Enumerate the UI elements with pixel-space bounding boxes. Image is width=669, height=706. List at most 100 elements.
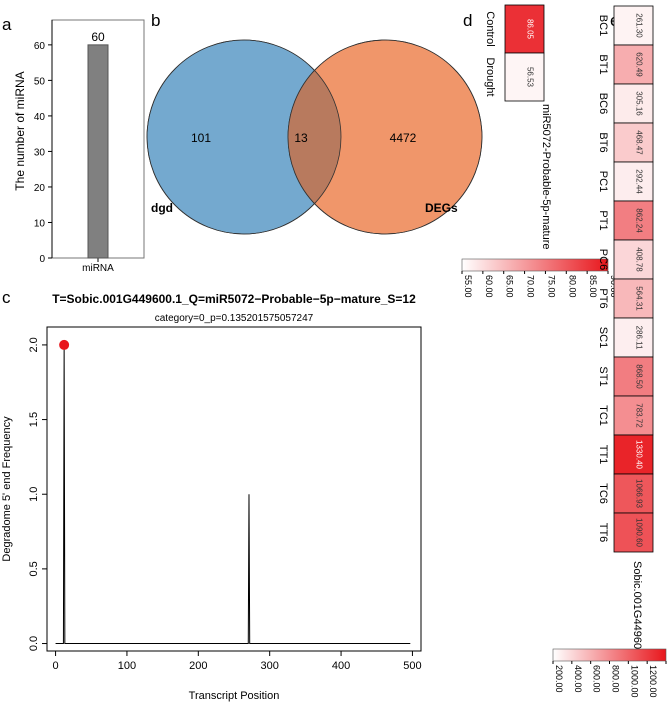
bar-y-tick-label: 20 (34, 183, 46, 194)
heatmap-cell-value: 783.72 (635, 403, 644, 428)
degradome-subtitle: category=0_p=0.135201575057247 (155, 313, 314, 324)
degradome-y-tick-label: 0.0 (28, 636, 40, 651)
heatmap-row-label: BC6 (597, 93, 609, 114)
heatmap-row-label: PC6 (597, 249, 609, 270)
heatmap-cell (504, 4, 545, 54)
bar-category-label: miRNA (82, 263, 114, 274)
heatmap-cell (613, 5, 654, 46)
degradome-plot: T=Sobic.001G449600.1_Q=miR5072−Probable−… (1, 292, 422, 702)
heatmap-cell-value: 56.53 (526, 67, 535, 88)
colorbar-tick-label: 1400.00 (667, 665, 669, 698)
heatmap-row-label: BT6 (597, 132, 609, 152)
degradome-frequency-line (55, 344, 411, 645)
heatmap-row-label: BC1 (597, 15, 609, 36)
bar-data-label: 60 (91, 30, 105, 44)
heatmap-cell-value: 862.24 (635, 208, 644, 233)
heatmap-row-label: TC6 (597, 483, 609, 504)
heatmap-row-label: TC1 (597, 405, 609, 426)
heatmap-row-label: Control (484, 11, 496, 46)
degradome-x-tick-label: 300 (261, 660, 279, 672)
heatmap-cell-value: 408.78 (635, 247, 644, 272)
panel-label-c: c (2, 288, 11, 307)
colorbar-tick-label: 70.00 (526, 275, 536, 298)
colorbar-tick-label: 800.00 (611, 665, 621, 693)
colorbar-tick-label: 1000.00 (629, 665, 639, 698)
bar-mirna (87, 44, 109, 259)
heatmap-cell (613, 200, 654, 241)
degradome-y-tick-label: 2.0 (28, 337, 40, 352)
bar-y-tick-label: 60 (34, 41, 46, 52)
heatmap-row-label: TT6 (597, 523, 609, 543)
degradome-title: T=Sobic.001G449600.1_Q=miR5072−Probable−… (52, 292, 416, 306)
heatmap-row-label: ST1 (597, 366, 609, 386)
heatmap-cell (613, 83, 654, 124)
heatmap-row-label: Drought (484, 57, 496, 96)
degradome-x-axis-label: Transcript Position (189, 690, 280, 702)
bar-y-tick-label: 50 (34, 76, 46, 87)
heatmap-row-label: PT1 (597, 210, 609, 230)
bar-y-tick-label: 40 (34, 112, 46, 123)
panel-label-b: b (151, 11, 160, 30)
heatmap-cell (613, 239, 654, 280)
degradome-x-tick-label: 400 (332, 660, 350, 672)
heatmap-cell-value: 1330.40 (635, 440, 644, 469)
heatmap-cell-value: 292.44 (635, 169, 644, 194)
heatmap-d: 86.05 Control 56.53 Drought miR5072-Probabl… (461, 4, 619, 298)
heatmap-cell-value: 564.31 (635, 286, 644, 311)
bar-y-tick-label: 30 (34, 147, 46, 158)
colorbar-tick-label: 200.00 (554, 665, 564, 693)
colorbar-tick-label: 65.00 (505, 275, 515, 298)
heatmap-cell (613, 122, 654, 163)
heatmap-cell (504, 52, 545, 102)
degradome-x-tick-label: 100 (118, 660, 136, 672)
degradome-plot-frame (46, 326, 422, 652)
heatmap-row-label: BT1 (597, 54, 609, 74)
heatmap-cell (613, 278, 654, 319)
heatmap-e: 261.30 BC1 620.49 BT1 305.16 BC6 468.47 BT6 292.… (552, 5, 669, 698)
colorbar-tick-label: 80.00 (567, 275, 577, 298)
degradome-x-tick-label: 500 (403, 660, 421, 672)
venn-diagram: 101 13 4472 dgd DEGs (146, 39, 483, 235)
degradome-x-tick-label: 200 (189, 660, 207, 672)
bar-y-tick-label: 0 (39, 254, 45, 265)
degradome-y-tick-label: 1.0 (28, 487, 40, 502)
bar-y-axis-label: The number of miRNA (13, 71, 27, 190)
heatmap-row-label: TT1 (597, 445, 609, 465)
heatmap-cell (613, 395, 654, 436)
heatmap-cell (613, 317, 654, 358)
heatmap-cell-value: 286.11 (635, 326, 644, 350)
heatmap-cell-value: 468.47 (635, 130, 644, 155)
heatmap-cell-value: 1090.60 (635, 518, 644, 547)
panel-label-d: d (463, 11, 472, 30)
bar-y-tick-label: 10 (34, 218, 46, 229)
heatmap-cell-value: 868.50 (635, 364, 644, 389)
degradome-y-axis-label: Degradome 5' end Frequency (1, 416, 13, 562)
heatmap-e-colorbar (552, 648, 667, 662)
heatmap-d-column-label: miR5072-Probable-5p-mature (540, 104, 552, 250)
colorbar-tick-label: 85.00 (588, 275, 598, 298)
degradome-cleavage-site-point (59, 339, 70, 350)
heatmap-cell-value: 261.30 (635, 13, 644, 38)
heatmap-cell (613, 512, 654, 553)
heatmap-cell (613, 473, 654, 514)
venn-set-label-dgd: dgd (151, 201, 173, 215)
panel-label-a: a (2, 15, 12, 34)
colorbar-tick-label: 400.00 (573, 665, 583, 693)
heatmap-row-label: PT6 (597, 288, 609, 308)
venn-count-intersection: 13 (294, 131, 308, 145)
heatmap-d-colorbar (461, 258, 609, 272)
colorbar-tick-label: 55.00 (463, 275, 473, 298)
heatmap-cell (613, 356, 654, 397)
heatmap-cell (613, 161, 654, 202)
heatmap-row-label: SC1 (597, 327, 609, 348)
venn-set-label-degs: DEGs (425, 201, 458, 215)
venn-count-degs-only: 4472 (390, 131, 417, 145)
degradome-y-tick-label: 1.5 (28, 412, 40, 427)
heatmap-e-column-label: Sobic.001G449600 (631, 561, 643, 655)
heatmap-cell (613, 44, 654, 85)
heatmap-cell-value: 620.49 (635, 52, 644, 77)
degradome-x-tick-label: 0 (53, 660, 59, 672)
heatmap-cell-value: 305.16 (635, 91, 644, 116)
colorbar-tick-label: 75.00 (546, 275, 556, 298)
